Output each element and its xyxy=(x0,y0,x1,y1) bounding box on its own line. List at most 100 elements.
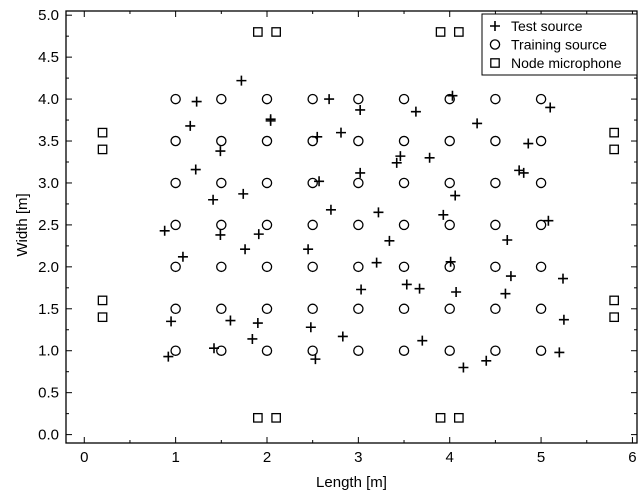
test-source-point xyxy=(481,355,492,366)
test-source-point xyxy=(424,152,435,163)
test-source-point xyxy=(324,94,335,105)
node-microphone-point xyxy=(253,412,263,423)
training-source-point xyxy=(444,261,455,273)
training-source-point xyxy=(353,135,364,147)
legend-marker xyxy=(489,39,501,50)
training-source-point xyxy=(490,261,501,273)
training-source-point xyxy=(261,135,273,147)
test-source-point xyxy=(391,157,402,168)
training-source-point xyxy=(490,219,501,231)
x-tick-label: 3 xyxy=(354,449,362,466)
y-tick-label: 1.0 xyxy=(38,343,59,360)
y-tick-label: 0.0 xyxy=(38,427,59,444)
training-source-point xyxy=(353,303,364,315)
test-source-point xyxy=(252,318,263,329)
training-source-point xyxy=(444,93,455,105)
training-source-point xyxy=(398,345,410,356)
test-source-point xyxy=(225,315,236,326)
test-source-point xyxy=(253,229,264,240)
training-source-point xyxy=(398,261,410,273)
test-source-point xyxy=(371,257,382,268)
legend-box xyxy=(481,13,638,76)
data-marks xyxy=(97,27,620,423)
test-source-point xyxy=(209,343,220,354)
training-source-point xyxy=(535,135,547,147)
test-source-point xyxy=(445,256,456,267)
test-source-point xyxy=(265,114,276,125)
test-source-point xyxy=(303,244,314,255)
training-source-point xyxy=(490,177,501,189)
test-source-point xyxy=(166,316,177,327)
y-tick-label: 5.0 xyxy=(38,7,59,24)
training-source-point xyxy=(398,93,410,105)
test-source-point xyxy=(543,215,554,226)
node-microphone-point xyxy=(453,27,464,37)
test-source-point xyxy=(305,322,316,333)
y-tick-label: 3.5 xyxy=(38,133,59,150)
x-tick-label: 1 xyxy=(171,449,179,466)
test-source-point xyxy=(545,102,556,113)
training-source-point xyxy=(444,303,455,315)
test-source-point xyxy=(163,351,174,362)
training-source-point xyxy=(170,135,181,147)
node-microphone-point xyxy=(97,295,108,306)
training-source-point xyxy=(170,261,181,273)
test-source-point xyxy=(335,127,346,138)
training-source-point xyxy=(535,261,547,273)
y-tick-label: 2.5 xyxy=(38,217,59,234)
training-source-point xyxy=(353,219,364,231)
test-source-point xyxy=(355,104,366,115)
test-source-point xyxy=(355,167,366,178)
training-source-point xyxy=(398,177,410,189)
test-source-point xyxy=(185,120,196,131)
training-source-point xyxy=(490,93,501,105)
test-source-point xyxy=(414,283,425,294)
training-source-point xyxy=(307,135,318,147)
training-source-point xyxy=(216,135,227,147)
training-source-point xyxy=(216,261,227,273)
test-source-point xyxy=(310,354,321,365)
training-source-point xyxy=(444,135,455,147)
training-source-point xyxy=(398,135,410,147)
test-source-point xyxy=(438,209,449,220)
test-source-point xyxy=(558,314,569,325)
x-tick-label: 5 xyxy=(537,449,545,466)
test-source-point xyxy=(215,146,226,157)
x-tick-label: 4 xyxy=(446,449,454,466)
node-microphone-point xyxy=(271,412,281,423)
training-source-point xyxy=(490,135,501,147)
test-source-point xyxy=(502,235,513,246)
test-source-point xyxy=(472,118,483,129)
training-source-point xyxy=(535,177,547,189)
test-source-point xyxy=(190,164,201,175)
test-source-point xyxy=(337,331,348,342)
training-source-point xyxy=(170,345,181,356)
test-source-point xyxy=(236,75,247,86)
legend-label: Node microphone xyxy=(511,55,622,71)
legend-label: Training source xyxy=(511,37,607,53)
test-source-point xyxy=(247,333,258,344)
training-source-point xyxy=(353,261,364,273)
training-source-point xyxy=(216,345,227,356)
legend-marker xyxy=(490,58,500,68)
test-source-point xyxy=(458,362,469,373)
node-microphone-point xyxy=(435,412,446,423)
training-source-point xyxy=(261,345,273,356)
test-source-point xyxy=(208,194,219,205)
training-source-point xyxy=(353,345,364,356)
node-microphone-point xyxy=(609,127,620,138)
y-tick-label: 4.5 xyxy=(38,49,59,66)
training-source-point xyxy=(535,303,547,315)
training-source-point xyxy=(307,345,318,356)
test-source-point xyxy=(177,251,188,262)
training-source-point xyxy=(307,261,318,273)
test-source-point xyxy=(417,335,428,346)
test-source-point xyxy=(451,287,462,298)
training-source-point xyxy=(307,177,318,189)
training-source-point xyxy=(535,345,547,356)
x-tick-label: 6 xyxy=(628,449,636,466)
test-source-point xyxy=(518,167,529,178)
test-source-point xyxy=(505,271,516,282)
training-source-point xyxy=(444,345,455,356)
